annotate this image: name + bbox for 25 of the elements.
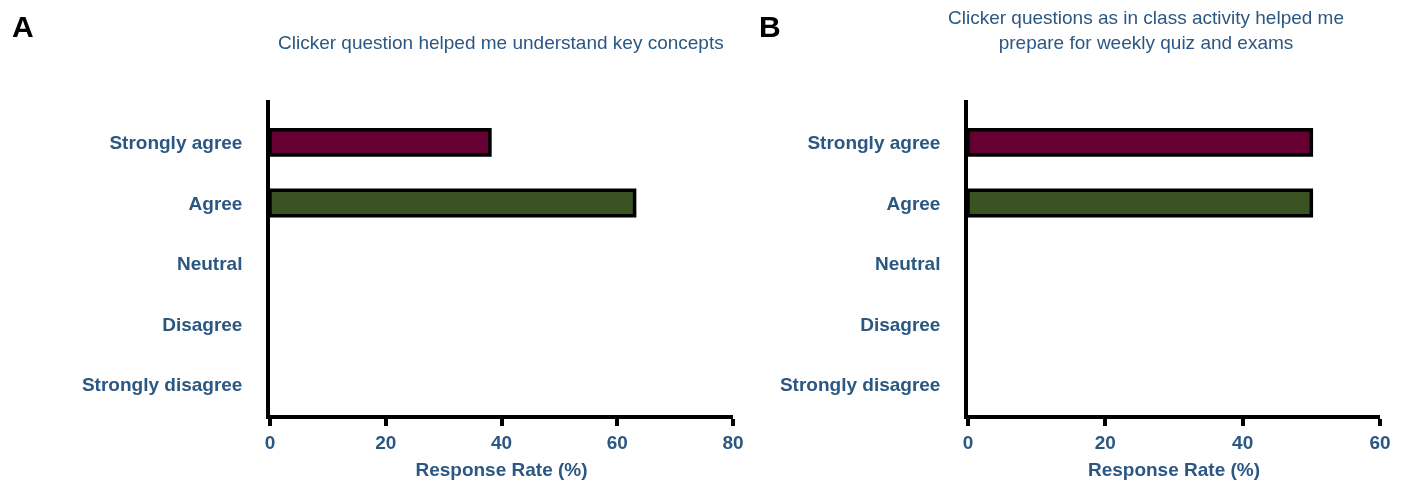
text: A: [12, 10, 34, 43]
y-tick-label: Strongly disagree: [81, 374, 243, 396]
x-tick-label: 40: [1232, 431, 1254, 453]
y-tick-label: Strongly agree: [807, 132, 941, 154]
y-tick-label: Neutral: [176, 253, 243, 275]
text: B: [759, 10, 781, 43]
y-tick-label: Disagree: [860, 313, 941, 335]
y-tick-label: Strongly agree: [109, 132, 243, 154]
y-tick-label: Strongly disagree: [779, 374, 941, 396]
y-tick-label: Agree: [886, 192, 941, 214]
x-tick-label: 20: [375, 431, 397, 453]
x-tick-label: 0: [264, 431, 276, 453]
x-tick-label: 40: [490, 431, 513, 453]
x-tick-label: 60: [1369, 431, 1391, 453]
chart-title: Clicker question helped me understand key concepts: [278, 32, 724, 53]
x-tick-label: 0: [962, 431, 974, 453]
x-tick-label: 20: [1094, 431, 1116, 453]
y-tick-label: Neutral: [874, 253, 941, 275]
x-axis-title: Response Rate (%): [415, 458, 588, 480]
x-axis-title: Response Rate (%): [1087, 458, 1261, 480]
y-tick-label: Agree: [188, 192, 243, 214]
chart-title: Clicker questions as in class activity helped me prepare for weekly quiz and exams: [948, 7, 1345, 53]
x-tick-label: 80: [722, 431, 744, 453]
x-tick-label: 60: [606, 431, 628, 453]
y-tick-label: Disagree: [162, 313, 243, 335]
